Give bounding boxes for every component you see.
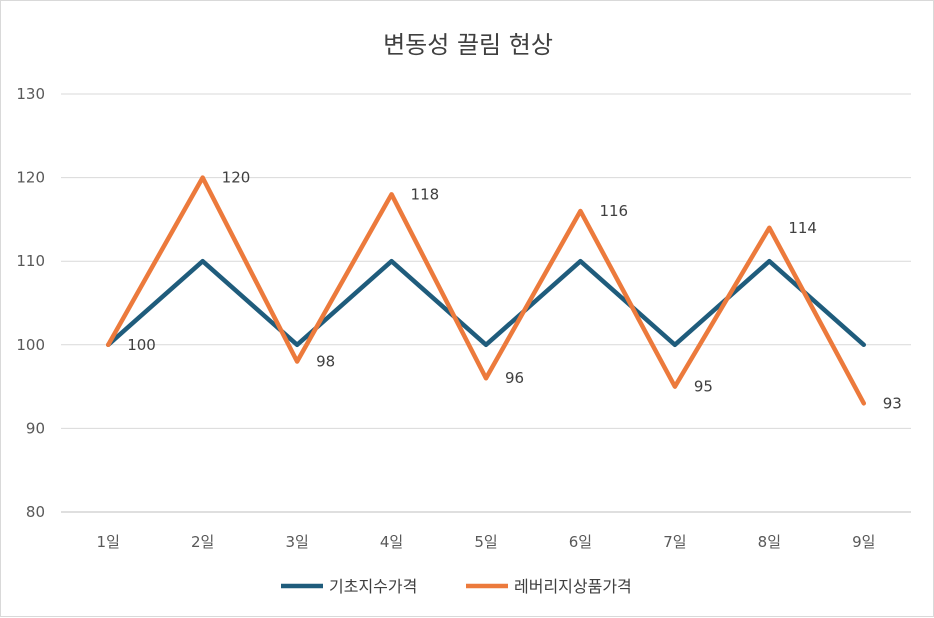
data-label: 100 — [127, 336, 156, 354]
x-tick-label: 1일 — [97, 533, 120, 551]
data-label: 120 — [222, 169, 251, 187]
y-axis-ticks: 80 90 100 110 120 130 — [16, 85, 45, 521]
series-line-base-index — [105, 258, 867, 348]
data-label: 98 — [316, 353, 335, 371]
x-tick-label: 9일 — [852, 533, 875, 551]
data-label: 114 — [788, 219, 817, 237]
data-label: 95 — [694, 378, 713, 396]
x-tick-label: 3일 — [285, 533, 308, 551]
data-label: 116 — [599, 202, 628, 220]
chart-title: 변동성 끌림 현상 — [383, 31, 553, 59]
y-tick-label: 80 — [26, 503, 45, 521]
x-tick-label: 4일 — [380, 533, 403, 551]
x-tick-label: 7일 — [663, 533, 686, 551]
y-tick-label: 110 — [16, 252, 45, 270]
x-tick-label: 2일 — [191, 533, 214, 551]
series-lines — [105, 175, 867, 406]
legend: 기초지수가격 레버리지상품가격 — [281, 577, 632, 596]
data-label: 118 — [411, 185, 440, 203]
x-tick-label: 5일 — [474, 533, 497, 551]
legend-label-base-index: 기초지수가격 — [329, 577, 417, 596]
y-tick-label: 130 — [16, 85, 45, 103]
x-tick-label: 8일 — [758, 533, 781, 551]
y-tick-label: 90 — [26, 419, 45, 437]
data-label: 96 — [505, 369, 524, 387]
series-line-leveraged — [105, 175, 867, 406]
legend-label-leveraged: 레버리지상품가격 — [514, 577, 632, 596]
data-label: 93 — [883, 394, 902, 412]
x-axis-ticks: 1일 2일 3일 4일 5일 6일 7일 8일 9일 — [97, 533, 876, 551]
data-labels: 100 120 98 118 96 116 95 114 93 — [127, 169, 902, 413]
y-tick-label: 100 — [16, 336, 45, 354]
x-tick-label: 6일 — [569, 533, 592, 551]
y-tick-label: 120 — [16, 169, 45, 187]
gridlines — [61, 93, 911, 513]
